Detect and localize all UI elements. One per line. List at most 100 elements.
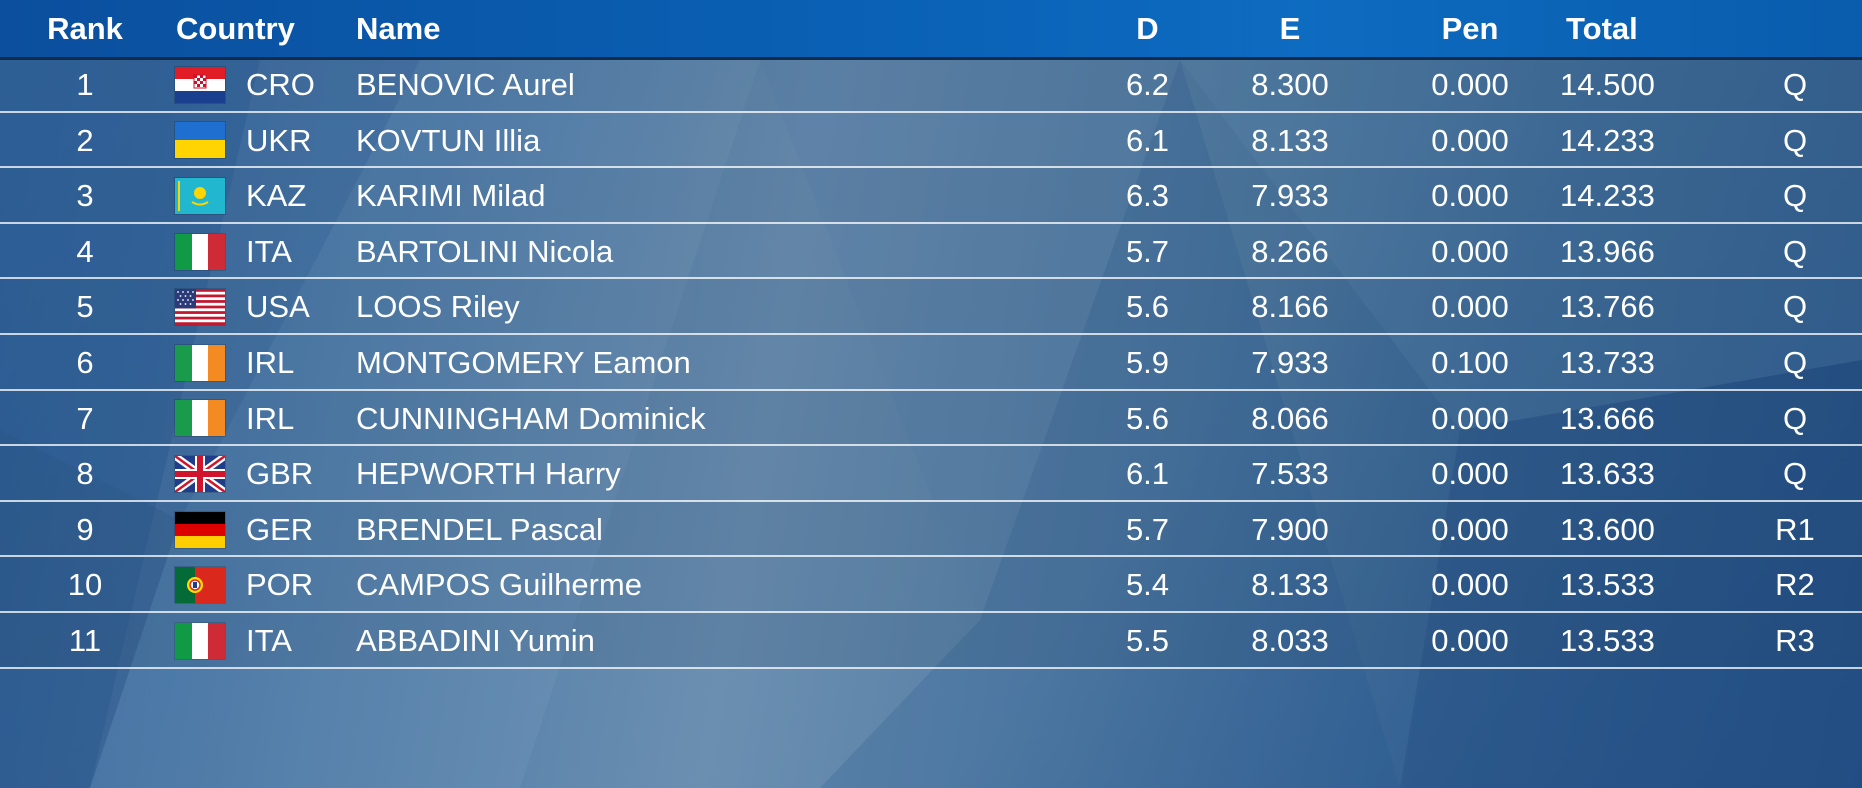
- e-score: 7.933: [1251, 178, 1329, 214]
- table-row[interactable]: 10 POR CAMPOS Guilherme 5.4 8.133 0.000 13.53…: [0, 557, 1862, 613]
- table-row[interactable]: 9 GER BRENDEL Pascal 5.7 7.900 0.000 13.600 R1: [0, 501, 1862, 558]
- rank-cell: 3: [76, 178, 94, 214]
- rank-cell: 6: [76, 345, 94, 380]
- athlete-name: KOVTUN Illia: [356, 122, 541, 158]
- country-code: ITA: [246, 623, 292, 658]
- country-code: POR: [246, 567, 314, 603]
- ukraine-flag: [175, 122, 225, 159]
- country-code: UKR: [246, 122, 312, 158]
- e-score: 8.166: [1251, 289, 1329, 325]
- table-row[interactable]: 6 IRL MONTGOMERY Eamon 5.9 7.933 0.100 13.733…: [0, 335, 1862, 391]
- e-score: 8.066: [1251, 400, 1329, 436]
- header-country[interactable]: Country: [176, 11, 295, 46]
- qualification-status: Q: [1782, 289, 1808, 325]
- qualification-status: Q: [1782, 233, 1808, 269]
- d-score: 6.1: [1125, 122, 1170, 158]
- header-penalty[interactable]: Pen: [1441, 11, 1499, 46]
- uk-flag: [175, 455, 225, 492]
- qualification-status: Q: [1782, 400, 1808, 436]
- total-score: 13.966: [1560, 233, 1655, 269]
- penalty: 0.000: [1431, 623, 1509, 658]
- qualification-status: R3: [1775, 623, 1815, 658]
- portugal-flag: [175, 567, 225, 604]
- rank-cell: 1: [76, 67, 94, 102]
- table-header: Rank Country Name D E Pen Total: [0, 0, 1862, 60]
- total-score: 13.666: [1560, 400, 1655, 436]
- qualification-status: R2: [1775, 567, 1815, 603]
- d-score: 6.3: [1125, 178, 1170, 214]
- penalty: 0.000: [1431, 122, 1509, 158]
- d-score: 5.5: [1125, 623, 1170, 658]
- table-row[interactable]: 4 ITA BARTOLINI Nicola 5.7 8.266 0.000 13.966…: [0, 223, 1862, 280]
- kazakhstan-flag: [175, 177, 225, 214]
- country-code: IRL: [246, 400, 295, 436]
- rank-cell: 8: [76, 456, 94, 492]
- header-rank[interactable]: Rank: [47, 11, 123, 46]
- d-score: 5.9: [1125, 345, 1170, 380]
- total-score: 14.233: [1560, 178, 1655, 214]
- athlete-name: CAMPOS Guilherme: [356, 567, 642, 603]
- croatia-flag: [175, 66, 225, 103]
- e-score: 7.933: [1251, 345, 1329, 380]
- d-score: 6.2: [1125, 67, 1170, 102]
- penalty: 0.100: [1431, 345, 1509, 380]
- d-score: 5.6: [1125, 289, 1170, 325]
- d-score: 5.7: [1125, 233, 1170, 269]
- country-code: KAZ: [246, 178, 307, 214]
- table-row[interactable]: 8 GBR HEPWORTH Harry 6.1 7.533 0.000 13.633 Q: [0, 446, 1862, 502]
- header-total[interactable]: Total: [1566, 11, 1638, 46]
- d-score: 6.1: [1125, 456, 1170, 492]
- total-score: 13.600: [1560, 511, 1655, 547]
- qualification-status: Q: [1782, 122, 1808, 158]
- qualification-status: Q: [1782, 345, 1808, 380]
- e-score: 7.900: [1251, 511, 1329, 547]
- table-row[interactable]: 7 IRL CUNNINGHAM Dominick 5.6 8.066 0.000 13.…: [0, 390, 1862, 447]
- athlete-name: HEPWORTH Harry: [356, 456, 621, 492]
- total-score: 14.233: [1560, 122, 1655, 158]
- table-row[interactable]: 1 CRO BENOVIC Aurel 6.2 8.300 0.000 14.500 Q: [0, 57, 1862, 113]
- total-score: 13.766: [1560, 289, 1655, 325]
- qualification-status: Q: [1782, 456, 1808, 492]
- qualification-status: Q: [1782, 67, 1808, 102]
- athlete-name: MONTGOMERY Eamon: [356, 345, 691, 380]
- table-row[interactable]: 2 UKR KOVTUN Illia 6.1 8.133 0.000 14.233 Q: [0, 112, 1862, 169]
- rank-cell: 4: [76, 233, 94, 269]
- country-code: USA: [246, 289, 310, 325]
- rank-cell: 10: [67, 567, 103, 603]
- table-row[interactable]: 5 USA LOOS Riley 5.6 8.166 0.000 13.766 Q: [0, 279, 1862, 335]
- italy-flag: [175, 233, 225, 270]
- d-score: 5.6: [1125, 400, 1170, 436]
- penalty: 0.000: [1431, 400, 1509, 436]
- e-score: 8.266: [1251, 233, 1329, 269]
- country-code: GBR: [246, 456, 314, 492]
- athlete-name: BENOVIC Aurel: [356, 67, 575, 102]
- header-d-score[interactable]: D: [1136, 11, 1159, 46]
- total-score: 13.533: [1560, 567, 1655, 603]
- country-code: GER: [246, 511, 314, 547]
- penalty: 0.000: [1431, 511, 1509, 547]
- ireland-flag: [175, 344, 225, 381]
- rank-cell: 2: [76, 122, 94, 158]
- athlete-name: KARIMI Milad: [356, 178, 546, 214]
- header-name[interactable]: Name: [356, 11, 441, 46]
- rank-cell: 5: [76, 289, 94, 325]
- country-code: CRO: [246, 67, 315, 102]
- rank-cell: 7: [76, 400, 94, 436]
- d-score: 5.4: [1125, 567, 1170, 603]
- rank-cell: 9: [76, 511, 94, 547]
- e-score: 8.033: [1251, 623, 1329, 658]
- total-score: 14.500: [1560, 67, 1655, 102]
- penalty: 0.000: [1431, 289, 1509, 325]
- germany-flag: [175, 511, 225, 548]
- country-code: IRL: [246, 345, 295, 380]
- penalty: 0.000: [1431, 233, 1509, 269]
- header-e-score[interactable]: E: [1279, 11, 1301, 46]
- table-row[interactable]: 11 ITA ABBADINI Yumin 5.5 8.033 0.000 13.533 R…: [0, 613, 1862, 669]
- d-score: 5.7: [1125, 511, 1170, 547]
- country-code: ITA: [246, 233, 292, 269]
- ireland-flag: [175, 400, 225, 437]
- total-score: 13.533: [1560, 623, 1655, 658]
- athlete-name: LOOS Riley: [356, 289, 520, 325]
- table-row[interactable]: 3 KAZ KARIMI Milad 6.3 7.933 0.000 14.233 Q: [0, 168, 1862, 224]
